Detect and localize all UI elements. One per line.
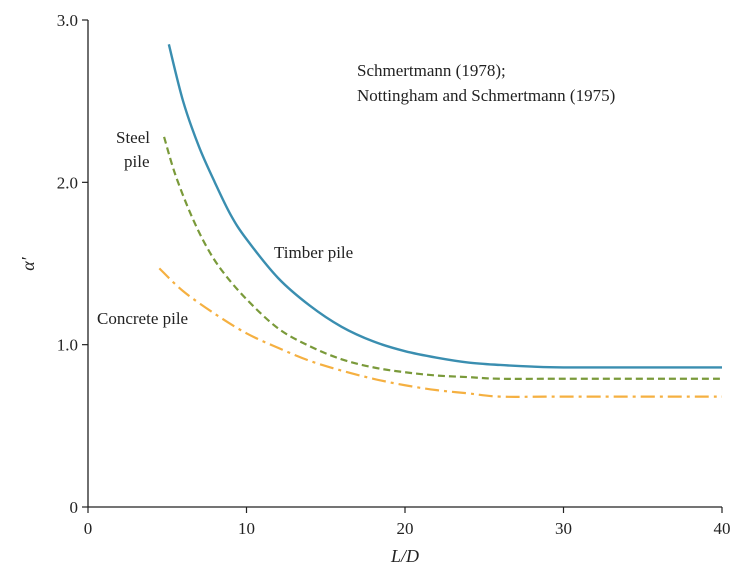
y-tick-label: 3.0: [57, 11, 78, 30]
x-tick-label: 10: [238, 519, 255, 538]
x-tick-label: 30: [555, 519, 572, 538]
timber-pile-label: Timber pile: [274, 243, 353, 262]
axes: 0 10 20 30 40 0 1.0 2.0 3.0: [57, 11, 731, 538]
x-axis-title: L/D: [390, 546, 419, 566]
x-tick-label: 0: [84, 519, 93, 538]
y-tick-label: 0: [70, 498, 79, 517]
steel-pile-label-line1: Steel: [116, 128, 150, 147]
concrete-pile-label: Concrete pile: [97, 309, 188, 328]
source-citation-line2: Nottingham and Schmertmann (1975): [357, 86, 615, 105]
y-tick-label: 2.0: [57, 173, 78, 192]
steel-pile-label-line2: pile: [124, 152, 150, 171]
x-tick-label: 40: [714, 519, 731, 538]
x-tick-label: 20: [397, 519, 414, 538]
series-layer: [158, 44, 722, 398]
source-citation-line1: Schmertmann (1978);: [357, 61, 506, 80]
concrete-pile-curve: [158, 267, 722, 398]
timber-pile-curve: [167, 44, 722, 369]
steel-pile-curve: [163, 136, 722, 380]
y-axis-title: α′: [18, 256, 38, 270]
y-tick-label: 1.0: [57, 336, 78, 355]
